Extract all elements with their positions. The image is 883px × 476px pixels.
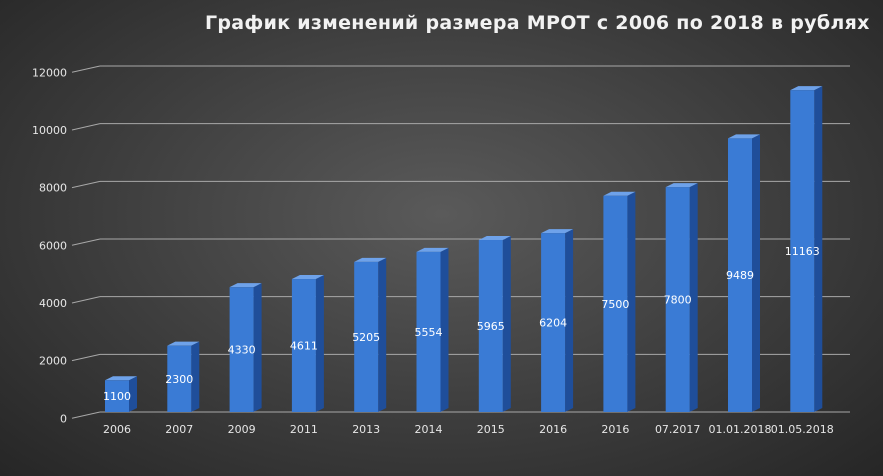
bar-top	[229, 283, 262, 288]
x-tick-label: 2016	[539, 423, 567, 436]
data-label: 4330	[228, 344, 256, 357]
y-tick-label: 12000	[32, 66, 67, 79]
bar	[229, 287, 254, 412]
bar	[728, 138, 752, 412]
bar-top	[665, 183, 698, 188]
y-tick-label: 6000	[39, 239, 67, 252]
bar-side	[191, 341, 200, 412]
x-tick-label: 01.05.2018	[771, 423, 834, 436]
bar-side	[689, 183, 698, 412]
x-tick-label: 2016	[601, 423, 629, 436]
bar	[167, 345, 192, 412]
x-tick-label: 07.2017	[655, 423, 701, 436]
data-label: 5205	[352, 331, 380, 344]
x-tick-label: 2011	[290, 423, 318, 436]
bar	[416, 251, 441, 412]
bar	[478, 240, 503, 412]
bar	[541, 233, 566, 412]
y-tick-label: 2000	[39, 355, 67, 368]
y-tick-label: 10000	[32, 124, 67, 137]
data-label: 9489	[726, 269, 754, 282]
y-tick-label: 8000	[39, 182, 67, 195]
data-label: 11163	[785, 245, 820, 258]
bar-top	[291, 275, 324, 280]
gridline-slant	[71, 65, 101, 73]
gridline-slant	[71, 238, 101, 246]
bar-side	[752, 134, 760, 412]
bar-top	[416, 247, 449, 252]
gridline-slant	[71, 123, 101, 131]
data-label: 7800	[664, 294, 692, 307]
data-label: 2300	[165, 373, 193, 386]
data-label: 5965	[477, 320, 505, 333]
bar-side	[565, 229, 574, 412]
bar-top	[105, 376, 137, 381]
gridline-slant	[71, 353, 101, 362]
bar-side	[502, 236, 511, 412]
data-label: 7500	[601, 298, 629, 311]
x-tick-label: 2015	[477, 423, 505, 436]
x-tick-label: 2009	[228, 423, 256, 436]
gridline-slant	[71, 180, 101, 189]
bar	[665, 187, 690, 412]
gridline-slant	[71, 296, 101, 304]
bar	[291, 279, 316, 412]
bar	[790, 90, 815, 413]
bar-side	[627, 191, 636, 412]
data-label: 6204	[539, 317, 567, 330]
x-tick-label: 2006	[103, 423, 131, 436]
data-label: 5554	[415, 326, 443, 339]
x-tick-label: 2007	[165, 423, 193, 436]
gridline-slant	[71, 411, 101, 419]
bar-side	[129, 376, 137, 412]
bar-side	[253, 283, 262, 412]
x-tick-label: 01.01.2018	[709, 423, 772, 436]
chart-title: График изменений размера МРОТ с 2006 по …	[205, 12, 870, 34]
bar-side	[814, 86, 823, 413]
x-tick-label: 2014	[415, 423, 443, 436]
x-tick-label: 2013	[352, 423, 380, 436]
data-label: 4611	[290, 340, 318, 353]
y-tick-label: 4000	[39, 297, 67, 310]
y-tick-label: 0	[60, 412, 67, 425]
bar	[354, 261, 379, 412]
data-label: 1100	[103, 390, 131, 403]
bar-side	[315, 275, 324, 412]
bar-top	[478, 236, 511, 241]
bar-top	[354, 257, 387, 262]
bar-top	[728, 134, 760, 139]
bar	[603, 195, 628, 412]
bar-top	[167, 341, 200, 346]
bar-side	[440, 247, 449, 412]
bar-top	[790, 86, 823, 91]
bar-top	[541, 229, 574, 234]
bar	[105, 380, 129, 412]
bar-top	[603, 191, 636, 196]
bar-side	[378, 257, 387, 412]
